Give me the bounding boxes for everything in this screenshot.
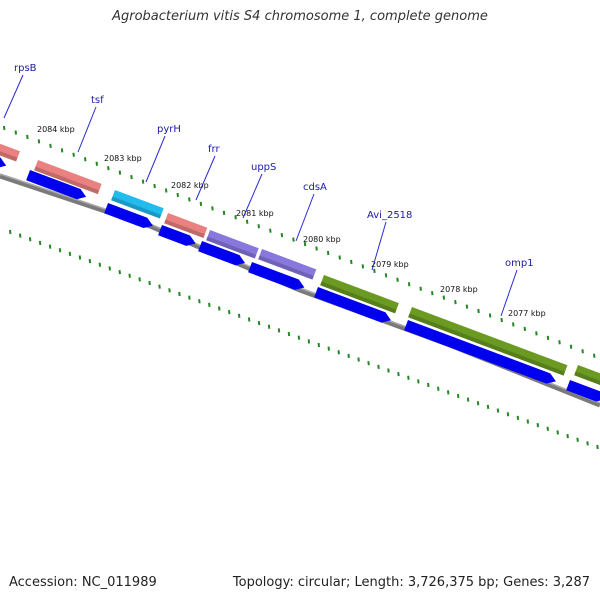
label-leader-line	[77, 106, 97, 153]
gene-bar-shade	[320, 281, 397, 314]
gene-bar-cdsA	[258, 249, 317, 280]
gene-bar-fill	[320, 275, 399, 314]
gene-label: Avi_2518	[367, 210, 412, 221]
label-leader-line	[145, 135, 166, 183]
label-leader-line	[500, 269, 518, 317]
gene-label: omp1	[505, 258, 534, 269]
label-leader-line	[3, 74, 24, 119]
cds-arrow	[158, 225, 196, 246]
cds-arrow-body	[404, 320, 556, 384]
gene-bar-shade	[408, 313, 565, 376]
gene-label: rpsB	[14, 63, 37, 74]
position-label: 2080 kbp	[303, 235, 341, 244]
gene-label: frr	[208, 144, 220, 155]
gene-bar-next	[574, 365, 600, 390]
cds-arrow	[104, 203, 153, 229]
gene-bar-rpsB	[0, 140, 20, 162]
label-leader-line	[295, 193, 315, 242]
position-label: 2081 kbp	[236, 209, 274, 218]
gene-label: uppS	[251, 162, 276, 173]
gene-bar-pyrH	[111, 190, 164, 219]
gene-bar-tsf	[34, 160, 102, 195]
accession-text: Accession: NC_011989	[9, 575, 157, 590]
cds-arrow	[314, 287, 391, 323]
gene-bar-fill	[574, 365, 600, 390]
gene-bar-fill	[0, 140, 20, 162]
position-label: 2083 kbp	[104, 154, 142, 163]
gene-bar-shade	[164, 219, 205, 239]
gene-bar-shade	[111, 196, 162, 219]
position-label: 2082 kbp	[171, 181, 209, 190]
position-label: 2079 kbp	[371, 260, 409, 269]
position-label: 2077 kbp	[508, 309, 546, 318]
gene-label: cdsA	[303, 182, 327, 193]
gene-bar-fill	[206, 230, 259, 259]
label-leader-line	[242, 173, 263, 219]
cds-arrow	[198, 241, 246, 266]
gene-bar-fill	[111, 190, 164, 219]
gene-bar-shade	[258, 255, 314, 280]
cds-arrow-body	[158, 225, 196, 246]
gene-bar-uppS	[206, 230, 259, 259]
label-leader-line	[371, 221, 387, 271]
gene-bar-frr	[164, 213, 208, 239]
genome-summary-text: Topology: circular; Length: 3,726,375 bp…	[232, 575, 590, 590]
gene-bar-shade	[574, 371, 600, 390]
map-title: Agrobacterium vitis S4 chromosome 1, com…	[112, 9, 488, 24]
cds-arrow-body	[26, 170, 87, 200]
gene-bar-fill	[34, 160, 102, 195]
gene-bar-fill	[164, 213, 208, 239]
label-leader-line	[195, 155, 216, 201]
gene-bar-shade	[0, 146, 18, 162]
gene-bar-fill	[408, 307, 568, 376]
gene-bar-omp1	[408, 307, 568, 376]
gene-bar-fill	[258, 249, 317, 280]
cds-arrow-body	[104, 203, 153, 229]
position-label: 2084 kbp	[37, 125, 75, 134]
cds-arrow-body	[566, 380, 600, 402]
position-label: 2078 kbp	[440, 285, 478, 294]
cds-arrow	[566, 380, 600, 402]
gene-bar-shade	[34, 166, 100, 195]
cds-arrow-body	[248, 262, 305, 290]
cds-arrow-body	[314, 287, 391, 323]
gene-label: tsf	[91, 95, 104, 106]
cds-arrow	[248, 262, 305, 290]
cds-arrow	[26, 170, 87, 200]
gene-bar-Avi_2518	[320, 275, 399, 314]
cds-arrow-body	[198, 241, 246, 266]
cds-arrow	[404, 320, 556, 384]
gene-label: pyrH	[157, 124, 181, 135]
gene-bar-shade	[206, 236, 257, 259]
